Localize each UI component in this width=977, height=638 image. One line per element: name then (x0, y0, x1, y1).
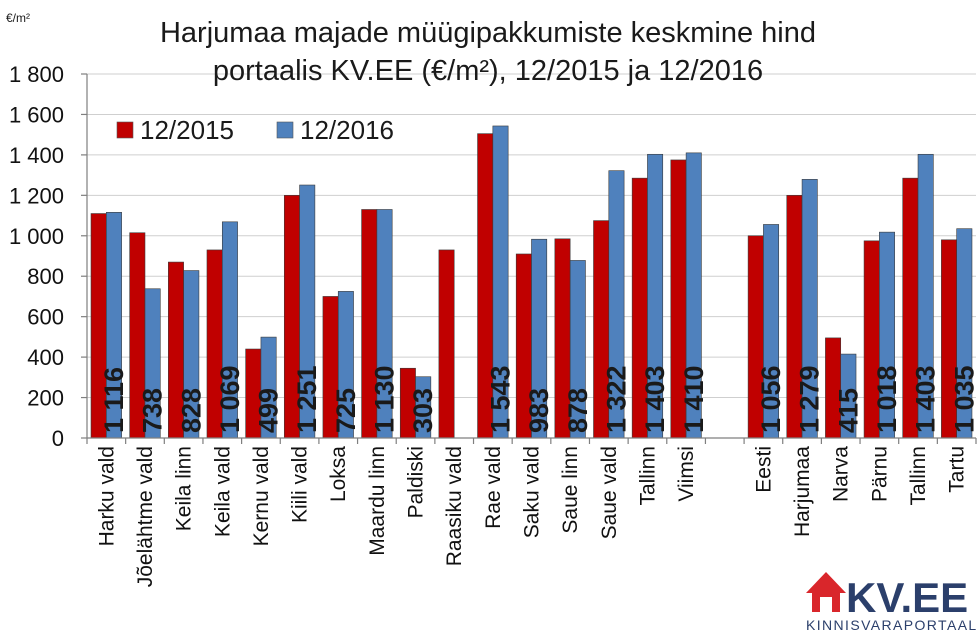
data-label: 1 403 (640, 365, 670, 433)
x-category-label: Kernu vald (250, 446, 273, 546)
legend-swatch-12-2016 (276, 121, 294, 139)
data-label: 1 018 (872, 365, 902, 433)
data-label: 1 069 (215, 365, 245, 433)
chart-title-line-1: Harjumaa majade müügipakkumiste keskmine… (160, 17, 816, 49)
x-category-label: Saku vald (521, 446, 544, 538)
x-category-label: Viimsi (675, 446, 698, 502)
legend-label-12-2015: 12/2015 (140, 115, 234, 145)
data-label: 1 116 (99, 367, 129, 433)
logo-word: KV.EE (846, 574, 968, 621)
x-category-label: Harjumaa (791, 446, 814, 537)
bars (90, 125, 973, 439)
data-label: 1 251 (292, 365, 322, 433)
bar-12-2015 (438, 249, 455, 439)
x-category-label: Harku vald (95, 446, 118, 546)
x-category-label: Tartu (946, 446, 969, 493)
axes (86, 74, 977, 444)
x-category-label: Loksa (327, 446, 350, 502)
y-tick-label: 400 (27, 345, 64, 370)
x-category-label: Paldiski (405, 446, 428, 518)
x-category-label: Keila vald (211, 446, 234, 537)
x-category-label: Tallinn (636, 446, 659, 506)
data-label: 725 (331, 388, 361, 433)
x-category-label: Eesti (752, 446, 775, 493)
data-label: 1 279 (795, 365, 825, 433)
x-category-label: Kiili vald (289, 446, 312, 523)
y-tick-label: 1 000 (9, 224, 64, 249)
data-labels: 1 116 738 828 1 069 499 1 251 725 1 130 303 1 543… (99, 365, 977, 433)
legend: 12/2015 12/2016 (116, 115, 394, 145)
x-category-label: Rae vald (482, 446, 505, 529)
data-label: 878 (563, 388, 593, 433)
data-label: 1 410 (679, 365, 709, 433)
data-label: 1 322 (601, 365, 631, 433)
y-tick-label: 1 600 (9, 102, 64, 127)
x-category-label: Jõelähtme vald (134, 446, 157, 587)
x-category-label: Keila linn (173, 446, 196, 531)
x-category-label: Saue linn (559, 446, 582, 534)
x-category-label: Raasiku vald (443, 446, 466, 566)
house-icon (806, 572, 846, 612)
legend-label-12-2016: 12/2016 (300, 115, 394, 145)
x-axis-labels: Harku vald Jõelähtme vald Keila linn Keila … (95, 446, 968, 588)
logo-tagline: KINNISVARAPORTAAL (806, 617, 977, 633)
data-label: 828 (176, 388, 206, 433)
y-tick-label: 200 (27, 386, 64, 411)
y-tick-label: 800 (27, 264, 64, 289)
x-category-label: Pärnu (868, 446, 891, 502)
y-tick-label: 600 (27, 305, 64, 330)
data-label: 1 130 (370, 365, 400, 433)
data-label: 499 (254, 388, 284, 433)
data-label: 738 (138, 388, 168, 433)
y-tick-label: 0 (52, 426, 64, 451)
data-label: 983 (524, 388, 554, 433)
unit-label: €/m² (6, 11, 30, 25)
y-tick-label: 1 400 (9, 143, 64, 168)
kv-ee-logo: KV.EE KINNISVARAPORTAAL (806, 572, 977, 633)
y-axis-ticks: 0 200 400 600 800 1 000 1 200 1 400 1 600 1 800 (9, 62, 87, 451)
x-category-label: Maardu linn (366, 446, 389, 556)
chart-title-line-2: portaalis KV.EE (€/m²), 12/2015 ja 12/20… (213, 55, 763, 87)
data-label: 1 035 (949, 365, 977, 433)
legend-swatch-12-2015 (116, 121, 134, 139)
data-label: 1 056 (756, 365, 786, 433)
data-label: 1 543 (485, 365, 515, 433)
x-category-label: Narva (830, 446, 853, 502)
data-label: 1 403 (911, 365, 941, 433)
x-category-label: Saue vald (598, 446, 621, 539)
x-category-label: Tallinn (907, 446, 930, 506)
y-tick-label: 1 800 (9, 62, 64, 87)
house-door (820, 597, 832, 612)
y-tick-label: 1 200 (9, 183, 64, 208)
data-label: 415 (833, 388, 863, 433)
data-label: 303 (408, 388, 438, 433)
